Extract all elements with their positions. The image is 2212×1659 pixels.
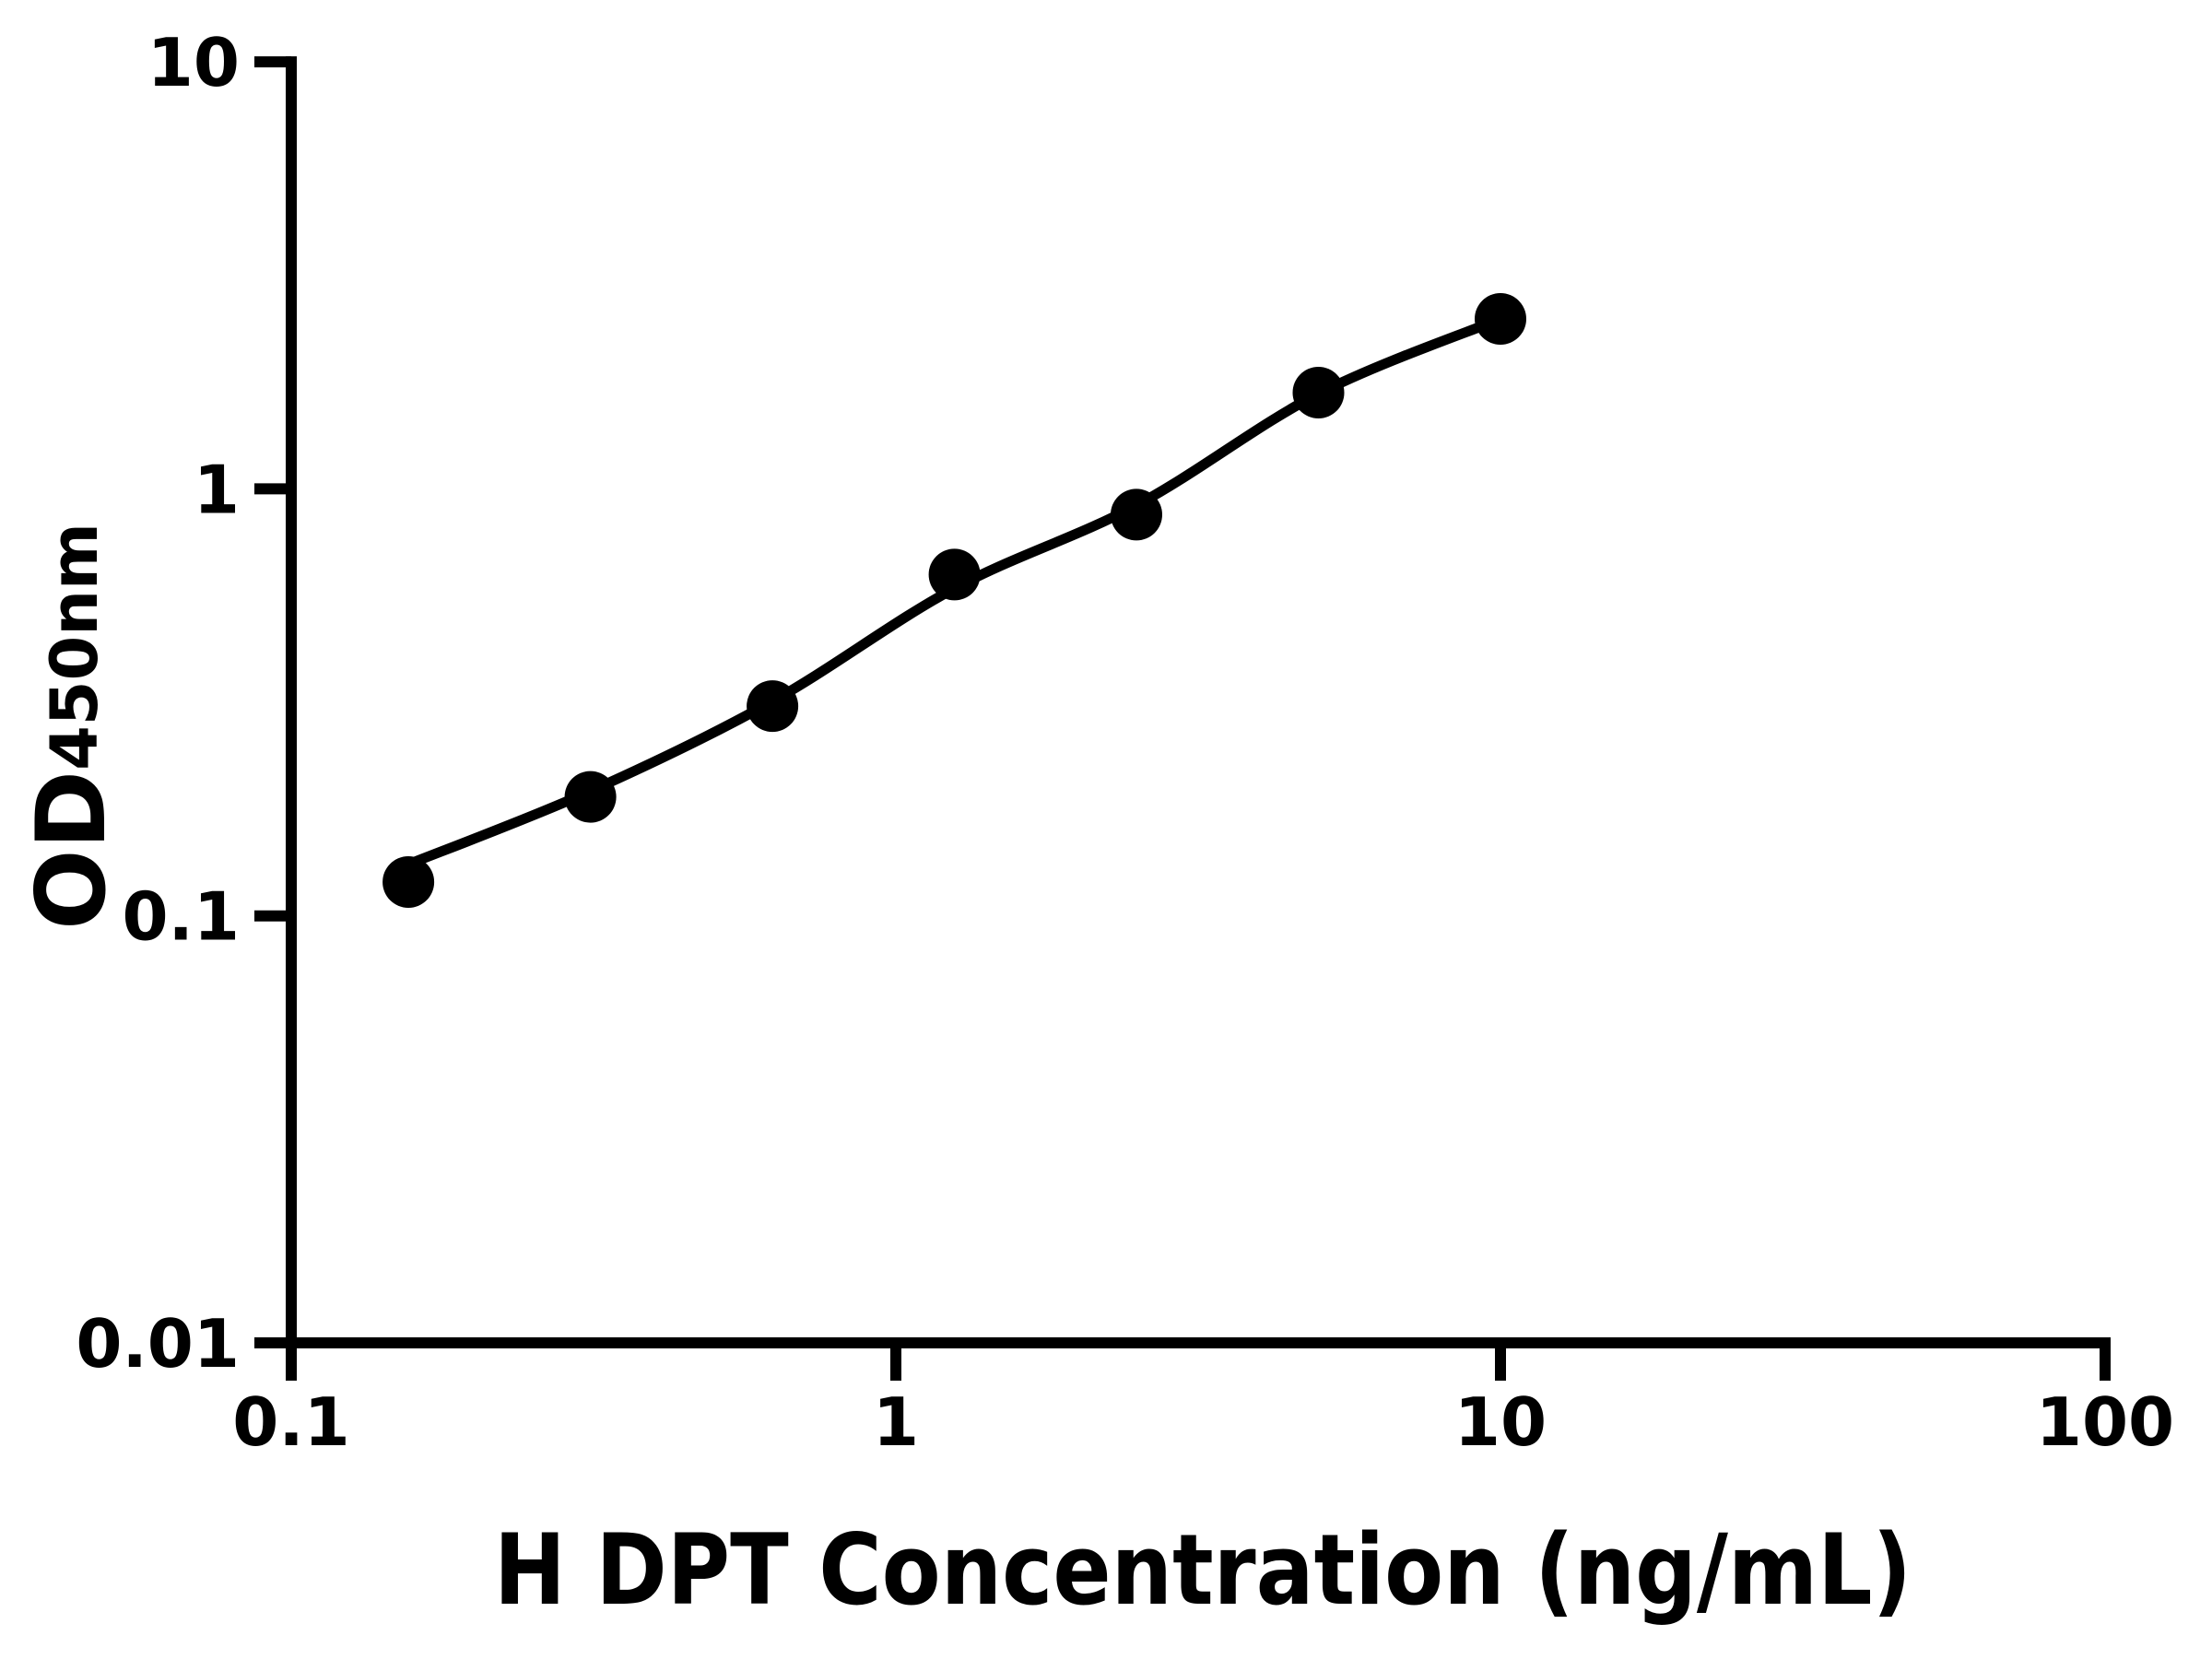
- y-axis-title-main: OD: [17, 771, 127, 930]
- y-tick-label: 0.1: [122, 878, 240, 956]
- y-axis-title-sub: 450nm: [37, 523, 112, 771]
- y-axis: 10 1 0.1 0.01: [76, 24, 297, 1382]
- x-tick-label: 1: [873, 1383, 919, 1461]
- data-point-marker: [564, 771, 617, 823]
- data-point-marker: [1292, 367, 1345, 418]
- y-tick-label: 1: [194, 451, 240, 528]
- y-tick-label: 0.01: [76, 1305, 240, 1382]
- data-points: [382, 293, 1526, 908]
- data-point-marker: [382, 856, 435, 908]
- y-axis-title: OD450nm: [17, 523, 127, 930]
- data-point-marker: [1111, 488, 1162, 541]
- data-point-marker: [928, 548, 981, 601]
- y-tick-label: 10: [147, 24, 240, 101]
- x-tick-label: 100: [2036, 1383, 2174, 1461]
- x-tick-label: 0.1: [232, 1383, 350, 1461]
- x-axis: 0.1 1 10 100: [232, 1337, 2174, 1461]
- x-tick-label: 10: [1454, 1383, 1547, 1461]
- data-point-marker: [1475, 293, 1526, 345]
- x-axis-title: H DPT Concentration (ng/mL): [494, 1512, 1912, 1627]
- data-point-marker: [747, 680, 799, 733]
